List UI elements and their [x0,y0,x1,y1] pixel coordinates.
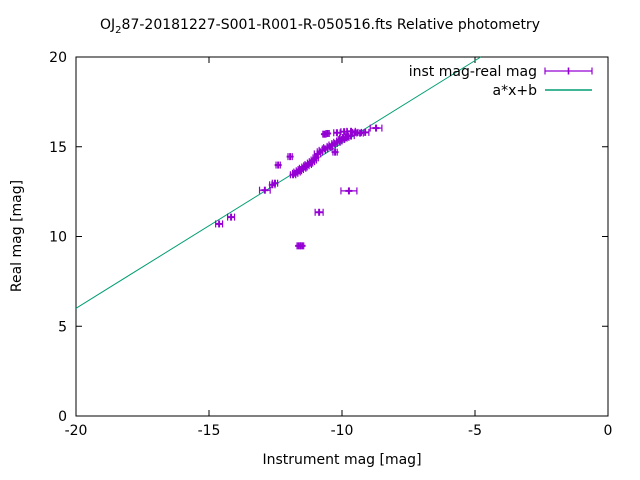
y-tick-label: 5 [58,319,67,335]
legend-label-data-series: inst mag-real mag [409,64,537,80]
x-tick-label: -20 [65,423,88,439]
y-tick-label: 15 [49,140,67,156]
y-tick-label: 20 [49,50,67,66]
chart-title-subscript: 2 [115,24,122,36]
legend-label-fit-line: a*x+b [493,83,538,99]
y-tick-label: 10 [49,230,67,246]
x-axis-label: Instrument mag [mag] [262,452,422,468]
x-tick-label: 0 [604,423,613,439]
chart-title: OJ287-20181227-S001-R001-R-050516.fts Re… [0,17,640,36]
chart-title-prefix: OJ [100,17,116,33]
x-tick-label: -10 [331,423,354,439]
y-axis-label: Real mag [mag] [9,179,25,293]
y-tick-label: 0 [58,409,67,425]
x-tick-label: -5 [468,423,482,439]
x-tick-label: -15 [198,423,221,439]
chart-title-rest: 87-20181227-S001-R001-R-050516.fts Relat… [121,17,540,33]
plot-border [75,56,609,417]
